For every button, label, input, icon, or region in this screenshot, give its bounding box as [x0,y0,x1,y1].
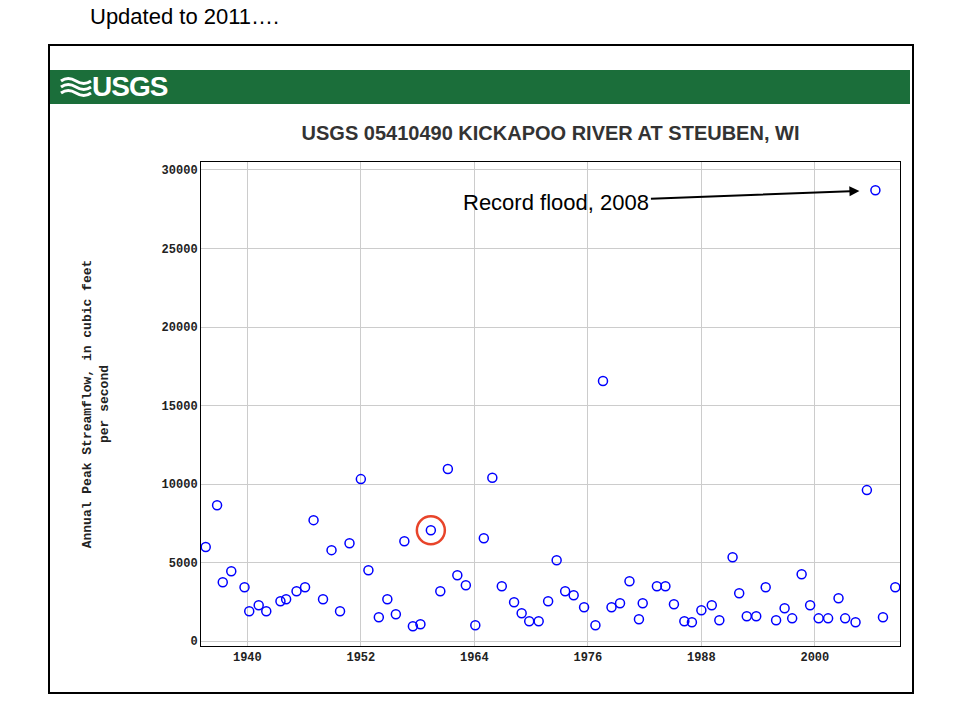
svg-text:1964: 1964 [460,651,489,665]
svg-text:5000: 5000 [169,557,198,571]
svg-text:1976: 1976 [573,651,602,665]
svg-text:30000: 30000 [162,164,198,178]
svg-text:10000: 10000 [162,478,198,492]
svg-text:0: 0 [190,635,197,649]
svg-text:1940: 1940 [233,651,262,665]
html-text:USGS: USGS [92,71,168,102]
svg-text:Annual Peak Streamflow, in cub: Annual Peak Streamflow, in cubic feetper… [80,260,112,549]
svg-text:1988: 1988 [687,651,716,665]
svg-text:Record flood, 2008: Record flood, 2008 [463,190,649,215]
svg-text:25000: 25000 [162,243,198,257]
svg-text:USGS 05410490 KICKAPOO RIVER A: USGS 05410490 KICKAPOO RIVER AT STEUBEN,… [302,122,800,144]
svg-text:20000: 20000 [162,321,198,335]
svg-text:2000: 2000 [800,651,829,665]
html-text:Updated to 2011….: Updated to 2011…. [90,4,280,29]
svg-text:1952: 1952 [346,651,375,665]
svg-text:15000: 15000 [162,400,198,414]
